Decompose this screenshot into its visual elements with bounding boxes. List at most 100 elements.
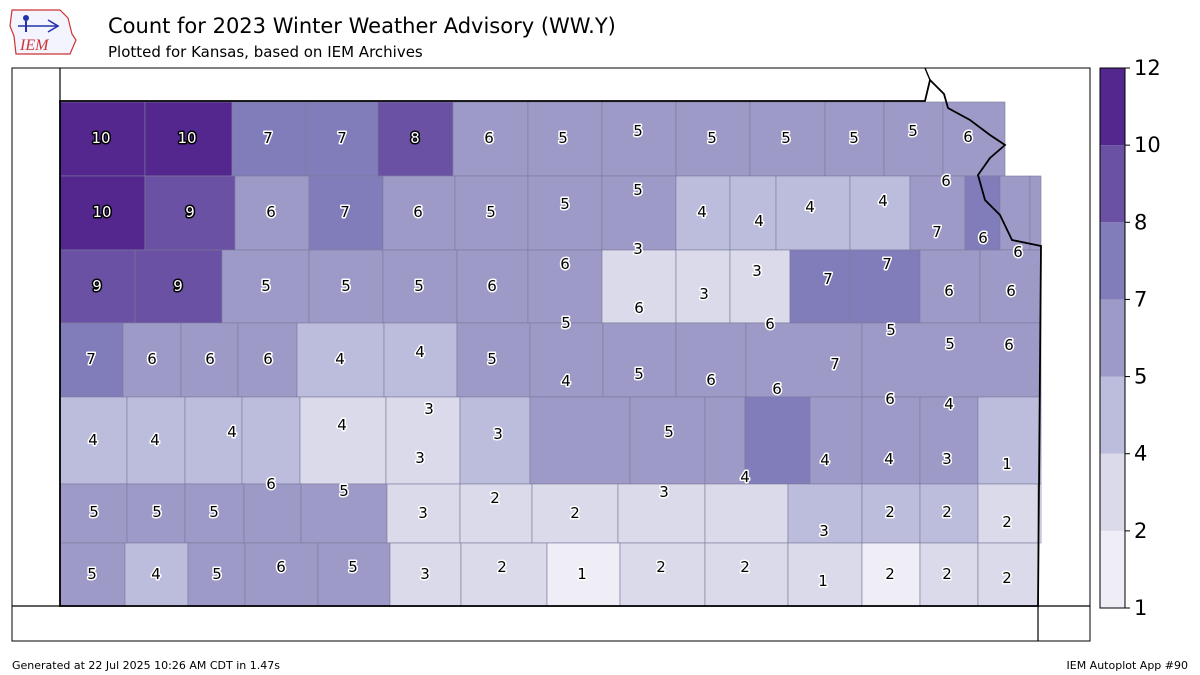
county-count-label: 8	[410, 129, 420, 147]
county-fill	[243, 483, 302, 544]
county-count-label: 6	[941, 172, 951, 190]
county-count-label: 3	[415, 449, 425, 467]
county-count-label: 6	[765, 315, 775, 333]
kansas-state-outline	[59, 78, 1042, 607]
colorbar-tick-label: 10	[1134, 133, 1161, 157]
iem-logo: IEM	[9, 9, 77, 55]
county-count-label: 3	[659, 483, 669, 501]
county-count-label: 5	[87, 565, 97, 583]
county-count-label: 5	[414, 277, 424, 295]
county-fill	[299, 396, 387, 485]
county-fill	[59, 396, 128, 485]
county-count-label: 5	[486, 203, 496, 221]
county-count-label: 5	[341, 277, 351, 295]
county-count-label: 4	[415, 343, 425, 361]
county-count-label: 2	[942, 565, 952, 583]
colorbar-segment	[1100, 376, 1125, 454]
county-fill	[184, 396, 243, 485]
colorbar-segment	[1100, 299, 1125, 377]
county-fill	[824, 101, 885, 177]
county-fill	[601, 175, 677, 251]
county-count-label: 10	[177, 129, 196, 147]
county-count-label: 7	[337, 129, 347, 147]
county-count-label: 6	[1006, 282, 1016, 300]
county-fill	[775, 175, 851, 251]
county-count-label: 2	[885, 565, 895, 583]
county-count-label: 5	[707, 129, 717, 147]
county-fill	[456, 249, 529, 324]
county-fill	[386, 483, 461, 544]
county-count-label: 5	[781, 129, 791, 147]
page-subtitle: Plotted for Kansas, based on IEM Archive…	[108, 43, 423, 61]
county-count-label: 5	[886, 321, 896, 339]
colorbar-tick-label: 8	[1134, 210, 1147, 234]
county-count-label: 4	[805, 198, 815, 216]
county-fill	[617, 483, 706, 544]
county-fill	[849, 175, 911, 251]
colorbar-tick-label: 12	[1134, 56, 1161, 80]
county-fill	[729, 249, 791, 324]
county-fill	[529, 322, 604, 398]
colorbar-segment	[1100, 530, 1125, 608]
county-fill	[1029, 175, 1042, 251]
county-fill	[919, 542, 979, 607]
county-count-label: 9	[185, 203, 195, 221]
county-fill	[675, 322, 747, 398]
county-count-label: 3	[752, 262, 762, 280]
county-count-label: 3	[633, 240, 643, 258]
county-fill	[144, 175, 236, 251]
county-fill	[675, 175, 731, 251]
county-count-label: 6	[772, 380, 782, 398]
county-count-label: 1	[1002, 455, 1012, 473]
county-count-label: 4	[150, 431, 160, 449]
county-count-label: 5	[89, 503, 99, 521]
county-count-label: 5	[634, 365, 644, 383]
county-count-label: 4	[561, 372, 571, 390]
county-fill	[296, 322, 385, 398]
county-count-label: 5	[908, 122, 918, 140]
county-count-label: 5	[849, 129, 859, 147]
generated-timestamp: Generated at 22 Jul 2025 10:26 AM CDT in…	[12, 659, 280, 672]
county-count-label: 4	[227, 423, 237, 441]
county-fill	[187, 542, 246, 607]
county-count-label: 6	[484, 129, 494, 147]
county-fill	[861, 542, 921, 607]
county-fill	[704, 483, 789, 544]
county-count-label: 6	[205, 350, 215, 368]
colorbar-outline	[1099, 67, 1126, 609]
county-count-label: 6	[487, 277, 497, 295]
county-count-label: 4	[754, 212, 764, 230]
county-count-label: 6	[147, 350, 157, 368]
colorbar-segment	[1100, 145, 1125, 223]
county-fill	[237, 322, 298, 398]
county-fill	[234, 175, 310, 251]
county-count-label: 5	[633, 122, 643, 140]
county-count-label: 4	[740, 468, 750, 486]
county-fill	[308, 175, 384, 251]
county-count-label: 4	[878, 192, 888, 210]
county-count-label: 7	[830, 355, 840, 373]
colorbar-tick-label: 1	[1134, 596, 1147, 620]
county-count-label: 5	[261, 277, 271, 295]
county-count-label: 2	[656, 558, 666, 576]
colorbar-tick-label: 4	[1134, 442, 1147, 466]
county-label-layer: 10 10 7 7 8 6 5 5 5 5 5 5 6 10 9 6 7 6 5 5 5 4 4 4 4 6 7 6 6 9 9 5 5 5 6 6 3…	[85, 121, 1025, 592]
page-title: Count for 2023 Winter Weather Advisory (…	[108, 14, 616, 38]
county-fill	[919, 483, 979, 544]
county-count-label: 4	[944, 395, 954, 413]
county-count-label: 9	[92, 277, 102, 295]
county-fill	[527, 101, 603, 177]
county-count-label: 6	[263, 350, 273, 368]
county-count-label: 3	[942, 450, 952, 468]
county-count-label: 3	[819, 522, 829, 540]
county-count-label: 7	[86, 350, 96, 368]
county-fill	[601, 249, 677, 324]
county-count-label: 4	[697, 203, 707, 221]
county-count-label: 4	[335, 350, 345, 368]
county-count-label: 5	[558, 129, 568, 147]
county-fill	[977, 396, 1042, 485]
county-fill	[919, 396, 979, 485]
county-count-label: 2	[1002, 513, 1012, 531]
county-fill	[999, 175, 1031, 251]
